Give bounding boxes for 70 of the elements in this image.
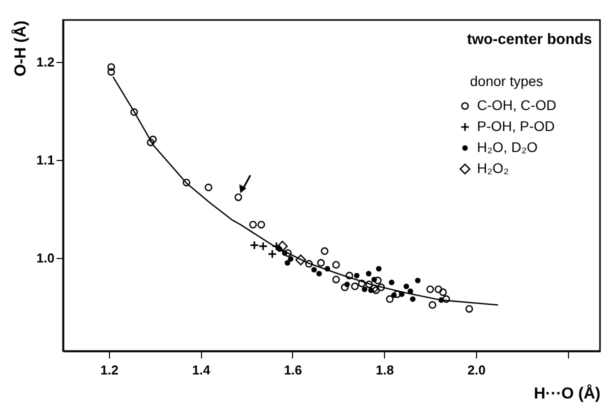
point: [368, 288, 374, 294]
point: [428, 301, 436, 309]
point: [107, 68, 116, 76]
point: [305, 260, 313, 268]
x-tick-label: 1.4: [192, 362, 211, 378]
point: [354, 272, 360, 278]
point: [146, 138, 154, 146]
x-tick-label: 1.6: [284, 362, 302, 378]
point: [276, 240, 288, 252]
point: [311, 266, 317, 272]
point: [439, 288, 447, 296]
point: [332, 261, 340, 269]
y-tick-label: 1.2: [36, 54, 54, 70]
point: [272, 242, 282, 251]
point: [288, 256, 294, 262]
point: [434, 286, 442, 294]
point: [332, 276, 340, 284]
x-axis-title: H···O (Å): [534, 384, 600, 402]
point: [204, 184, 212, 192]
point: [149, 136, 157, 144]
point: [388, 280, 394, 286]
point: [374, 276, 382, 284]
point: [250, 240, 260, 250]
y-axis-title: O-H (Å): [10, 20, 30, 76]
point: [415, 278, 421, 284]
point: [358, 280, 366, 288]
point: [410, 296, 416, 302]
point: [346, 272, 354, 280]
point: [317, 259, 325, 267]
point: [130, 108, 138, 116]
point: [284, 249, 292, 257]
point: [344, 282, 350, 288]
legend-label: H₂O, D₂O: [477, 139, 538, 155]
point: [249, 220, 257, 228]
point: [398, 291, 404, 297]
point: [257, 220, 266, 228]
x-tick-label: 1.2: [100, 362, 118, 378]
point: [316, 270, 322, 276]
point: [258, 242, 268, 251]
y-tick-label: 1.1: [36, 152, 54, 168]
legend-label: C-OH, C-OD: [477, 97, 556, 113]
x-tick-label: 1.8: [376, 362, 394, 378]
point: [372, 286, 380, 294]
point: [234, 193, 242, 202]
point: [442, 295, 450, 303]
point: [426, 286, 434, 294]
point: [268, 249, 277, 259]
point: [362, 286, 368, 292]
legend-label: H₂O₂: [477, 160, 509, 176]
point: [465, 305, 474, 313]
point: [404, 284, 410, 290]
point: [371, 276, 377, 282]
point: [351, 282, 359, 290]
point: [182, 178, 190, 186]
point: [320, 247, 328, 255]
legend-title: donor types: [470, 73, 544, 89]
point: [377, 284, 385, 292]
point: [376, 266, 382, 272]
point: [386, 295, 394, 303]
point: [107, 63, 116, 71]
point: [391, 292, 397, 298]
annotation: two-center bonds: [466, 31, 592, 48]
point: [341, 284, 349, 292]
x-tick-label: 2.0: [468, 362, 486, 378]
legend-label: P-OH, P-OD: [477, 118, 555, 134]
point: [366, 270, 372, 276]
point: [295, 254, 306, 266]
point: [284, 260, 290, 266]
point: [365, 280, 373, 288]
y-tick-label: 1.0: [36, 250, 54, 266]
